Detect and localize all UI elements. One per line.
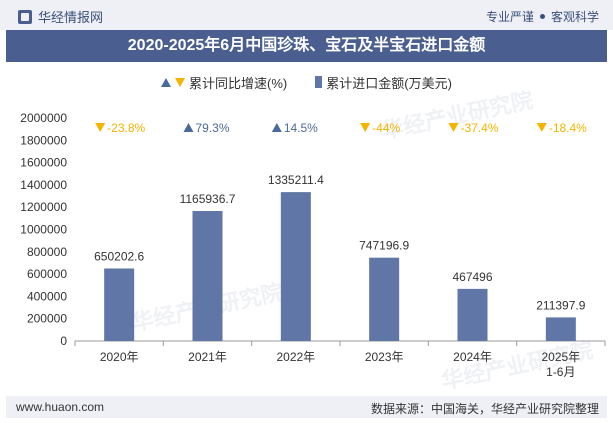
growth-label: -18.4% — [549, 121, 587, 135]
bar-value-label: 1165936.7 — [180, 192, 236, 206]
footer-source: 数据来源：中国海关，华经产业研究院整理 — [370, 402, 599, 416]
bar — [545, 317, 576, 341]
tagline-left: 专业严谨 — [485, 10, 534, 24]
legend-amount-label: 累计进口金额(万美元) — [326, 75, 452, 91]
growth-down-marker — [448, 123, 459, 132]
top-bar: 华经情报网 专业严谨 客观科学 — [0, 0, 613, 30]
growth-label: 79.3% — [196, 121, 230, 135]
tagline: 专业严谨 客观科学 — [486, 8, 599, 25]
x-tick-label: 1-6月 — [546, 365, 575, 379]
brand-logo-icon — [18, 9, 32, 24]
bar-swatch-icon — [315, 76, 323, 88]
x-tick-label: 2023年 — [365, 350, 404, 364]
triangle-up-icon — [161, 77, 172, 87]
growth-label: -23.8% — [107, 121, 145, 135]
legend-growth: 累计同比增速(%) — [161, 72, 287, 92]
x-tick-label: 2021年 — [188, 350, 227, 364]
growth-up-marker — [271, 123, 282, 132]
y-tick-label: 1200000 — [20, 200, 67, 214]
bullet-dot-icon — [539, 14, 545, 19]
chart-legend: 累计同比增速(%) 累计进口金额(万美元) — [0, 72, 613, 92]
y-tick-label: 1600000 — [20, 156, 67, 170]
triangle-down-icon — [175, 77, 186, 87]
footer: www.huaon.com 数据来源：中国海关，华经产业研究院整理 — [6, 396, 607, 418]
brand[interactable]: 华经情报网 — [18, 7, 103, 26]
x-tick-label: 2025年 — [541, 350, 580, 364]
bar — [104, 268, 135, 341]
bar — [369, 257, 400, 341]
y-tick-label: 2000000 — [20, 111, 67, 125]
bar-value-label: 467496 — [452, 270, 492, 284]
y-tick-label: 600000 — [27, 267, 67, 281]
legend-amount: 累计进口金额(万美元) — [315, 72, 452, 92]
growth-up-marker — [183, 123, 194, 132]
bar-value-label: 211397.9 — [536, 298, 585, 312]
x-tick-label: 2022年 — [276, 350, 315, 364]
y-tick-label: 1400000 — [20, 178, 67, 192]
y-tick-label: 0 — [60, 334, 67, 348]
bar-value-label: 747196.9 — [359, 239, 409, 253]
footer-website[interactable]: www.huaon.com — [16, 400, 105, 414]
bar — [192, 210, 223, 341]
bar — [280, 192, 311, 341]
x-tick-label: 2020年 — [100, 350, 139, 364]
bar-value-label: 1335211.4 — [268, 173, 324, 187]
y-tick-label: 400000 — [27, 289, 67, 303]
bar-chart: 0 200000 400000 600000 800000 1000000 1200000 1… — [20, 111, 606, 379]
growth-label: -44% — [372, 121, 400, 135]
tagline-right: 客观科学 — [550, 10, 599, 24]
growth-label: 14.5% — [284, 121, 318, 135]
x-tick-label: 2024年 — [453, 350, 492, 364]
bar-value-label: 650202.6 — [94, 250, 144, 264]
growth-down-marker — [95, 123, 106, 132]
chart-title: 2020-2025年6月中国珍珠、宝石及半宝石进口金额 — [6, 30, 607, 62]
brand-name: 华经情报网 — [38, 10, 104, 25]
y-tick-label: 200000 — [27, 312, 67, 326]
y-tick-label: 800000 — [27, 245, 67, 259]
y-tick-label: 1000000 — [20, 223, 67, 237]
legend-growth-label: 累计同比增速(%) — [189, 75, 288, 91]
y-tick-label: 1800000 — [20, 133, 67, 147]
growth-down-marker — [536, 123, 547, 132]
growth-down-marker — [360, 123, 371, 132]
growth-label: -37.4% — [461, 121, 499, 135]
bar — [457, 288, 488, 341]
